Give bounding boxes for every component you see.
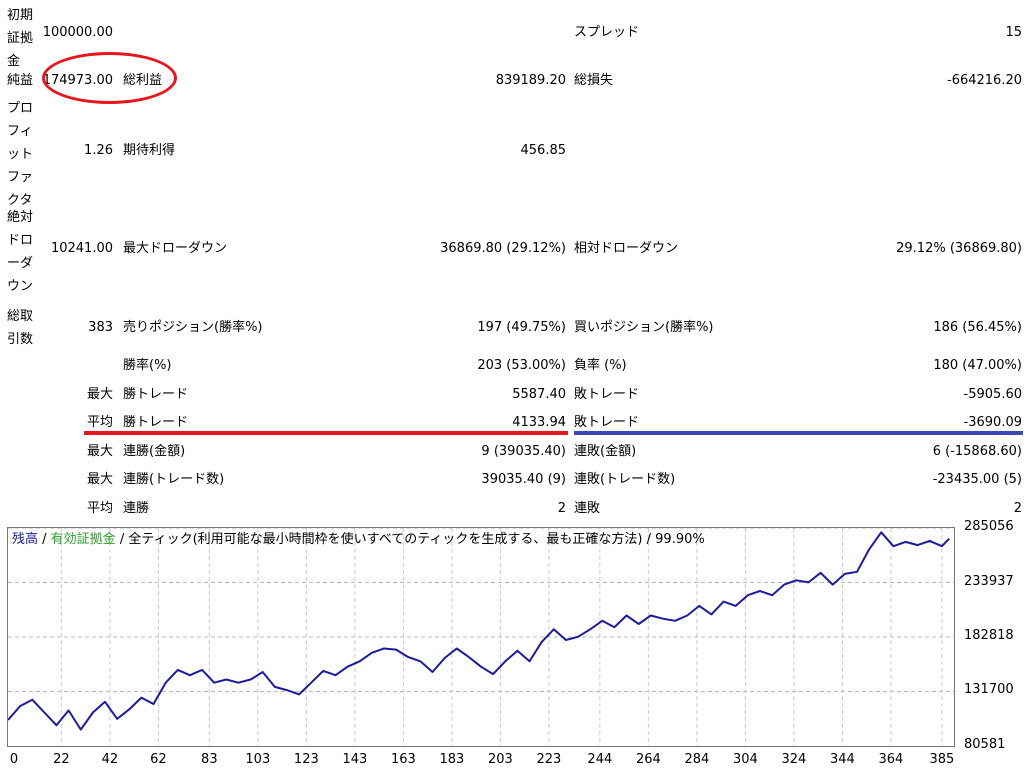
max-drawdown-label: 最大ドローダウン [123, 241, 228, 256]
max-drawdown-value: 36869.80 (29.12%) [440, 241, 566, 256]
win-rate-value: 203 (53.00%) [477, 358, 566, 373]
max-consec-losses-label: 連敗(金額) [574, 444, 637, 459]
gross-loss-label: 総損失 [574, 73, 614, 88]
highlight-ellipse [42, 52, 177, 104]
max-consec-prefix: 最大 [86, 444, 113, 459]
short-positions-value: 197 (49.75%) [477, 320, 566, 335]
absolute-drawdown-value: 10241.00 [50, 241, 113, 256]
balance-series-line [8, 531, 950, 731]
avg-consec-prefix: 平均 [86, 501, 113, 516]
x-tick-label: 22 [53, 752, 70, 767]
y-tick-label: 80581 [964, 737, 1006, 752]
long-positions-value: 186 (56.45%) [933, 320, 1022, 335]
x-tick-label: 244 [587, 752, 613, 767]
x-tick-label: 284 [684, 752, 710, 767]
avg-consec-losses-value: 2 [1013, 501, 1022, 516]
x-tick-label: 83 [201, 752, 218, 767]
y-tick-label: 131700 [964, 682, 1014, 698]
initial-deposit-label: 初期証拠金 [7, 8, 34, 69]
x-tick-label: 324 [781, 752, 807, 767]
x-tick-label: 62 [150, 752, 167, 767]
net-profit-label: 純益 [7, 73, 34, 88]
short-positions-label: 売りポジション(勝率%) [123, 320, 263, 335]
largest-loss-label: 敗トレード [574, 387, 640, 402]
profit-factor-label: プロフィットファクタ [7, 101, 34, 208]
x-tick-label: 143 [342, 752, 368, 767]
y-tick-label: 233937 [964, 573, 1014, 589]
long-positions-label: 買いポジション(勝率%) [574, 320, 714, 335]
initial-deposit-value: 100000.00 [42, 25, 113, 40]
largest-loss-value: -5905.60 [963, 387, 1022, 402]
legend-sep-1: / [38, 532, 51, 547]
expected-payoff-label: 期待利得 [123, 143, 176, 158]
gross-profit-value: 839189.20 [495, 73, 566, 88]
x-tick-label: 223 [536, 752, 562, 767]
max-consec-profit-value: 39035.40 (9) [481, 472, 566, 487]
avg-consec-wins-value: 2 [557, 501, 566, 516]
total-trades-value: 383 [88, 320, 113, 335]
x-tick-label: 183 [439, 752, 465, 767]
average-loss-underline [574, 431, 1023, 435]
win-rate-label: 勝率(%) [123, 358, 172, 373]
relative-drawdown-label: 相対ドローダウン [574, 241, 679, 256]
profit-factor-value: 1.26 [84, 143, 113, 158]
legend-model: 全ティック(利用可能な最小時間枠を使いすべてのティックを生成する、最も正確な方法… [128, 532, 643, 547]
x-tick-label: 42 [101, 752, 119, 767]
gross-loss-value: -664216.20 [947, 73, 1022, 88]
average-prefix: 平均 [86, 415, 113, 430]
legend-equity: 有効証拠金 [50, 532, 116, 547]
x-tick-label: 163 [390, 752, 416, 767]
legend-sep-2: / [115, 532, 129, 547]
x-tick-label: 385 [929, 752, 955, 767]
spread-label: スプレッド [574, 25, 640, 40]
x-tick-label: 264 [635, 752, 661, 767]
y-tick-label: 182818 [964, 628, 1014, 643]
legend-quality: 99.90% [655, 532, 705, 547]
legend-balance: 残高 [12, 532, 39, 547]
x-tick-label: 364 [878, 752, 904, 767]
avg-consec-losses-label: 連敗 [574, 501, 601, 516]
x-tick-label: 103 [245, 752, 271, 767]
avg-consec-wins-label: 連勝 [123, 501, 150, 516]
x-tick-label: 0 [9, 752, 19, 767]
average-win-underline [84, 431, 568, 435]
average-loss-label: 敗トレード [574, 415, 640, 430]
x-tick-label: 203 [487, 752, 513, 767]
spread-value: 15 [1005, 25, 1022, 40]
average-win-label: 勝トレード [123, 415, 189, 430]
chart-legend: 残高 / 有効証拠金 / 全ティック(利用可能な最小時間枠を使いすべてのティック… [12, 531, 705, 549]
relative-drawdown-value: 29.12% (36869.80) [896, 241, 1022, 256]
average-loss-value: -3690.09 [963, 415, 1022, 430]
x-tick-label: 344 [829, 752, 855, 767]
max-consec-loss-label: 連敗(トレード数) [574, 472, 676, 487]
largest-win-value: 5587.40 [512, 387, 566, 402]
loss-rate-value: 180 (47.00%) [933, 358, 1022, 373]
max-consec-wins-value: 9 (39035.40) [481, 444, 566, 459]
legend-sep-3: / [642, 532, 656, 547]
max-consec-losses-value: 6 (-15868.60) [932, 444, 1022, 459]
max-consec-loss-value: -23435.00 (5) [932, 472, 1022, 487]
equity-chart [7, 527, 955, 747]
average-win-value: 4133.94 [512, 415, 566, 430]
y-tick-label: 285056 [964, 519, 1014, 534]
max-consec-count-prefix: 最大 [86, 472, 113, 487]
max-consec-profit-label: 連勝(トレード数) [123, 472, 225, 487]
loss-rate-label: 負率 (%) [574, 358, 627, 373]
x-tick-label: 123 [293, 752, 319, 767]
absolute-drawdown-label: 絶対ドローダウン [7, 210, 34, 294]
total-trades-label: 総取引数 [7, 309, 34, 347]
x-tick-label: 304 [732, 752, 758, 767]
expected-payoff-value: 456.85 [520, 143, 567, 158]
max-consec-wins-label: 連勝(金額) [123, 444, 186, 459]
largest-prefix: 最大 [86, 387, 113, 402]
largest-win-label: 勝トレード [123, 387, 189, 402]
chart-plot [8, 528, 954, 746]
